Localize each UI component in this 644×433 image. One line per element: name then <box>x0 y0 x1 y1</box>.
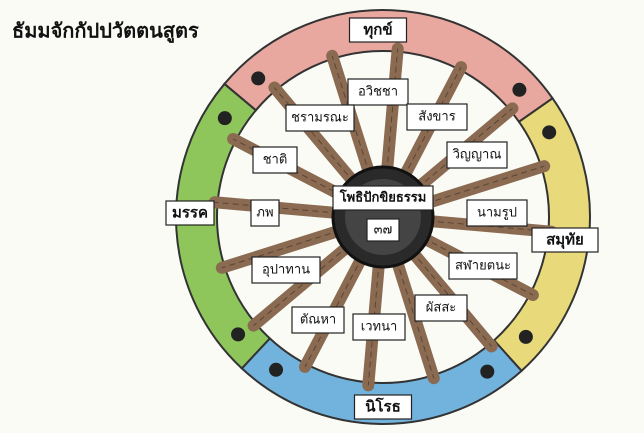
page: {"header": {"title": "ธัมมจักกัปปวัตตนสู… <box>0 0 644 433</box>
rim-label: มรรค <box>172 204 208 222</box>
title: ธัมมจักกัปปวัตตนสูตร <box>12 19 199 45</box>
rim-bolt <box>542 125 556 139</box>
rim-bolt <box>251 71 265 85</box>
spoke-label: ชรามรณะ <box>291 111 349 126</box>
spoke-label: สฬายตนะ <box>455 259 511 274</box>
rim-bolt <box>269 363 283 377</box>
center-number: ๓๗ <box>374 223 393 238</box>
spoke-label: ผัสสะ <box>426 301 456 316</box>
rim-bolt <box>480 365 494 379</box>
rim-bolt <box>512 83 526 97</box>
spoke-label: สังขาร <box>418 110 455 125</box>
center-label: โพธิปักขิยธรรม <box>339 189 427 206</box>
wheel-diagram: ธัมมจักกัปปวัตตนสูตร ทุกข์สมุทัยนิโรธ มรร… <box>0 0 644 433</box>
rim-label: นิโรธ <box>365 397 401 416</box>
rim-label: สมุทัย <box>546 231 584 250</box>
spoke-label: อวิชชา <box>358 85 398 100</box>
rim-bolt <box>218 111 232 125</box>
rim-label: ทุกข์ <box>363 21 392 40</box>
spoke-label: ตัณหา <box>300 313 336 328</box>
spoke-label: อุปาทาน <box>262 263 310 278</box>
spoke-label: เวทนา <box>361 320 398 335</box>
spoke-label: ภพ <box>256 206 273 221</box>
spoke-label: นามรูป <box>477 206 517 221</box>
rim-bolt <box>519 330 533 344</box>
spoke-label: วิญญาณ <box>452 148 502 163</box>
rim-bolt <box>231 327 245 341</box>
spoke-label: ชาติ <box>263 153 288 168</box>
